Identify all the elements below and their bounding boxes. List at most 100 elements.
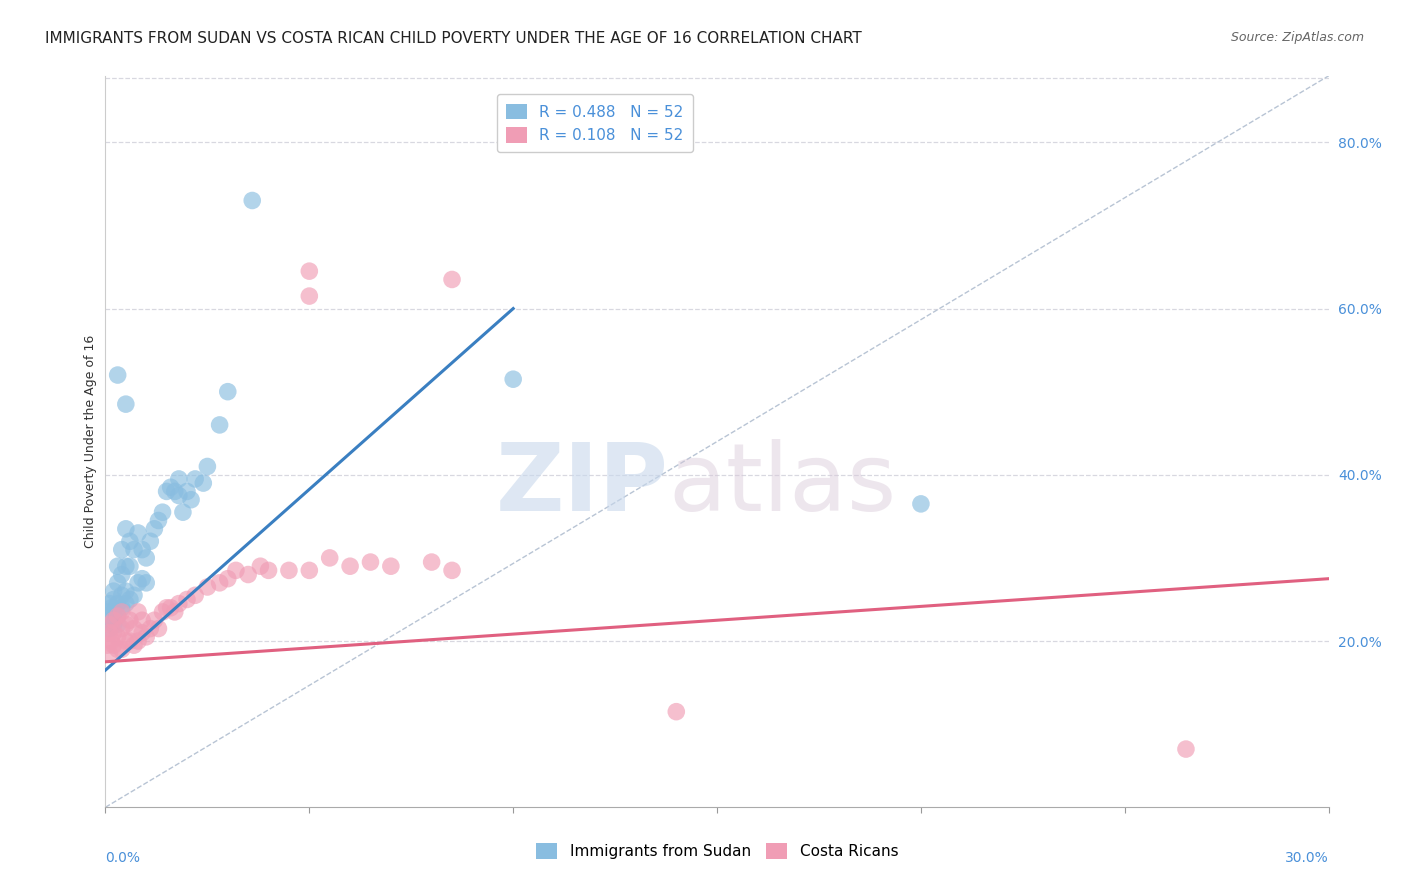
Point	[217, 384, 239, 399]
Point	[135, 550, 157, 565]
Text: atlas: atlas	[668, 440, 897, 532]
Point	[107, 609, 129, 624]
Point	[127, 634, 149, 648]
Point	[180, 492, 202, 507]
Point	[159, 480, 181, 494]
Point	[103, 613, 125, 627]
Point	[115, 559, 138, 574]
Point	[131, 625, 153, 640]
Point	[152, 505, 174, 519]
Point	[910, 497, 932, 511]
Point	[217, 572, 239, 586]
Point	[107, 368, 129, 382]
Point	[502, 372, 524, 386]
Point	[107, 559, 129, 574]
Point	[100, 634, 122, 648]
Point	[103, 617, 125, 632]
Point	[122, 622, 145, 636]
Point	[118, 613, 141, 627]
Point	[115, 597, 138, 611]
Point	[278, 563, 301, 577]
Point	[107, 597, 129, 611]
Point	[111, 588, 134, 602]
Point	[298, 264, 321, 278]
Text: ZIP: ZIP	[495, 440, 668, 532]
Point	[118, 559, 141, 574]
Point	[152, 605, 174, 619]
Point	[115, 634, 138, 648]
Point	[135, 575, 157, 590]
Point	[143, 613, 166, 627]
Text: 0.0%: 0.0%	[105, 851, 141, 865]
Legend: Immigrants from Sudan, Costa Ricans: Immigrants from Sudan, Costa Ricans	[530, 838, 904, 865]
Point	[131, 572, 153, 586]
Point	[115, 397, 138, 411]
Point	[107, 609, 129, 624]
Point	[115, 522, 138, 536]
Point	[122, 588, 145, 602]
Point	[122, 638, 145, 652]
Point	[122, 542, 145, 557]
Point	[135, 630, 157, 644]
Point	[111, 605, 134, 619]
Point	[208, 575, 231, 590]
Point	[139, 622, 162, 636]
Point	[184, 472, 207, 486]
Point	[103, 625, 125, 640]
Point	[98, 647, 121, 661]
Point	[103, 592, 125, 607]
Point	[249, 559, 271, 574]
Point	[143, 522, 166, 536]
Point	[111, 642, 134, 657]
Point	[257, 563, 280, 577]
Point	[167, 597, 190, 611]
Point	[118, 592, 141, 607]
Point	[163, 484, 186, 499]
Point	[100, 600, 122, 615]
Point	[420, 555, 443, 569]
Point	[131, 613, 153, 627]
Point	[167, 489, 190, 503]
Point	[208, 417, 231, 432]
Point	[98, 613, 121, 627]
Point	[107, 642, 129, 657]
Point	[360, 555, 382, 569]
Point	[131, 542, 153, 557]
Point	[184, 588, 207, 602]
Point	[127, 575, 149, 590]
Point	[103, 605, 125, 619]
Point	[318, 550, 342, 565]
Point	[236, 567, 259, 582]
Point	[155, 484, 177, 499]
Point	[167, 472, 190, 486]
Point	[115, 617, 138, 632]
Point	[115, 584, 138, 599]
Point	[98, 597, 121, 611]
Point	[159, 600, 181, 615]
Point	[139, 534, 162, 549]
Point	[193, 476, 215, 491]
Point	[118, 634, 141, 648]
Point	[441, 272, 464, 286]
Point	[98, 625, 121, 640]
Point	[103, 638, 125, 652]
Point	[155, 600, 177, 615]
Point	[339, 559, 361, 574]
Point	[118, 534, 141, 549]
Point	[107, 617, 129, 632]
Point	[225, 563, 247, 577]
Point	[195, 580, 219, 594]
Point	[441, 563, 464, 577]
Point	[98, 617, 121, 632]
Point	[240, 194, 263, 208]
Point	[148, 622, 170, 636]
Point	[176, 592, 198, 607]
Point	[127, 525, 149, 540]
Text: Source: ZipAtlas.com: Source: ZipAtlas.com	[1230, 31, 1364, 45]
Point	[96, 638, 118, 652]
Point	[1175, 742, 1198, 756]
Text: 30.0%: 30.0%	[1285, 851, 1329, 865]
Point	[148, 514, 170, 528]
Point	[665, 705, 688, 719]
Point	[111, 600, 134, 615]
